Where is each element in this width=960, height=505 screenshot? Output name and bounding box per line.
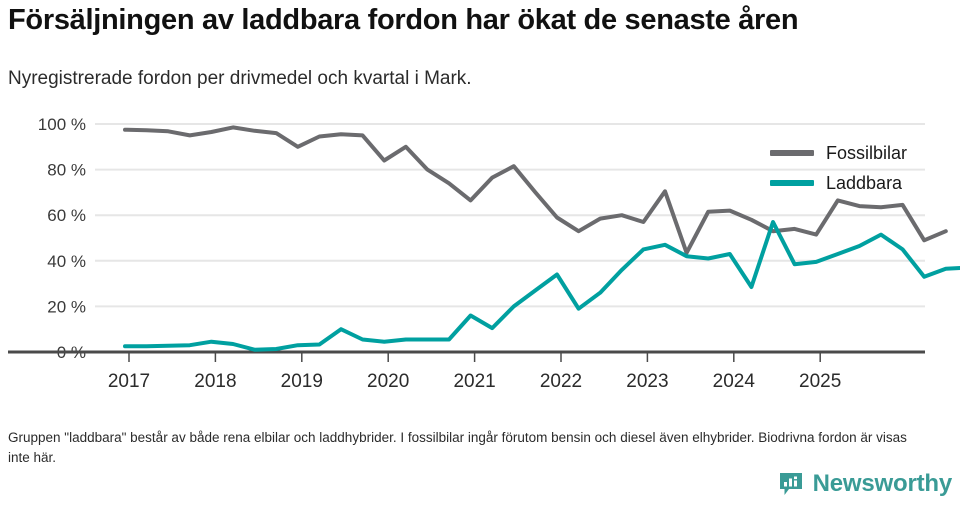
x-tick-label: 2017: [108, 371, 150, 392]
legend-item-laddbara[interactable]: Laddbara: [770, 168, 950, 198]
legend-label-fossilbilar: Fossilbilar: [826, 142, 908, 163]
bar-chart-speech-bubble-icon: [779, 473, 802, 495]
brand-logo: Newsworthy: [778, 470, 952, 498]
x-tick-label: 2024: [713, 371, 756, 392]
x-tick-label: 2022: [540, 371, 582, 392]
y-tick-label: 100 %: [38, 115, 86, 134]
y-tick-label: 60 %: [47, 206, 86, 225]
footnote: Gruppen "laddbara" består av både rena e…: [8, 430, 907, 465]
x-tick-label: 2023: [626, 371, 668, 392]
y-tick-label: 80 %: [47, 161, 86, 180]
chart-legend: Fossilbilar Laddbara: [770, 138, 950, 198]
y-tick-label: 40 %: [47, 252, 86, 271]
plot-area: 0 % 20 % 40 % 60 % 80 % 100 % 2017 2018 2019 202…: [0, 108, 960, 396]
y-tick-label: 20 %: [47, 297, 86, 316]
series-lines: [123, 125, 960, 352]
page-subtitle: Nyregistrerade fordon per drivmedel och …: [8, 68, 472, 89]
legend-swatch-laddbara: [770, 180, 814, 186]
series-line-fossilbilar: [123, 125, 948, 255]
x-axis-tick-labels: 2017 2018 2019 2020 2021 2022 2023 2024 2025: [108, 371, 841, 392]
legend-label-laddbara: Laddbara: [826, 172, 903, 193]
x-axis-ticks: [128, 352, 821, 362]
x-tick-label: 2018: [194, 371, 236, 392]
page-title: Försäljningen av laddbara fordon har öka…: [8, 4, 799, 36]
gridlines: [95, 123, 925, 308]
x-tick-label: 2025: [799, 371, 841, 392]
brand-name: Newsworthy: [812, 470, 953, 497]
line-chart-svg: 0 %20 %40 %60 %80 %100 % 2017 2018 2019 202…: [8, 115, 960, 392]
x-tick-label: 2021: [453, 371, 495, 392]
legend-item-fossilbilar[interactable]: Fossilbilar: [770, 138, 950, 168]
series-line-laddbara: [123, 220, 960, 352]
legend-swatch-fossilbilar: [770, 150, 814, 156]
y-axis-tick-labels: 0 %20 %40 %60 %80 %100 %: [38, 115, 86, 362]
x-tick-label: 2020: [367, 371, 409, 392]
x-tick-label: 2019: [281, 371, 323, 392]
